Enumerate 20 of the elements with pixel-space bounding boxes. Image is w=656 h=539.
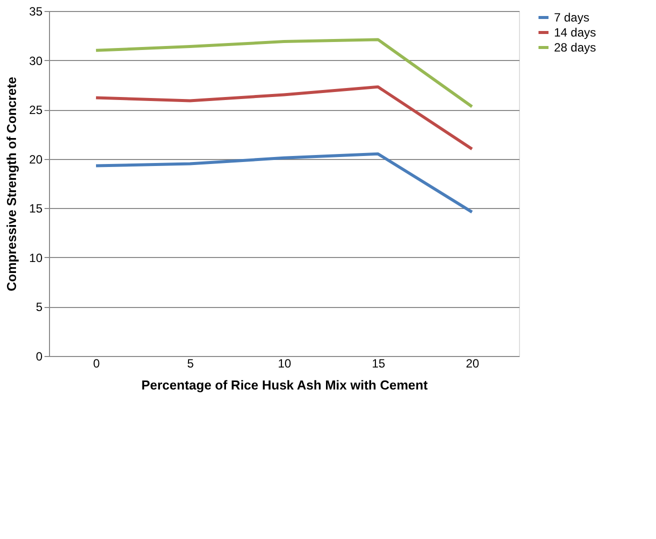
y-tick-label: 10 <box>29 250 43 265</box>
y-tick-label: 25 <box>29 103 43 118</box>
line-series <box>94 85 474 150</box>
x-axis-title: Percentage of Rice Husk Ash Mix with Cement <box>141 378 428 392</box>
x-tick-label: 10 <box>278 356 292 370</box>
y-tick-label: 35 <box>29 4 43 18</box>
x-tick-label: 20 <box>466 356 480 370</box>
line-series <box>94 38 474 108</box>
x-tick-label: 15 <box>372 356 386 370</box>
y-axis-title: Compressive Strength of Concrete <box>4 76 20 292</box>
x-tick-label: 0 <box>93 356 100 370</box>
y-tick-label: 30 <box>29 54 43 68</box>
legend-label: 7 days <box>554 10 590 24</box>
y-tick-label: 5 <box>36 300 43 314</box>
legend-label: 14 days <box>554 26 596 40</box>
legend-label: 28 days <box>554 40 596 54</box>
line-series <box>94 152 474 214</box>
y-tick-label: 15 <box>29 202 43 216</box>
x-tick-label: 5 <box>187 356 194 370</box>
y-tick-label: 20 <box>29 152 43 166</box>
